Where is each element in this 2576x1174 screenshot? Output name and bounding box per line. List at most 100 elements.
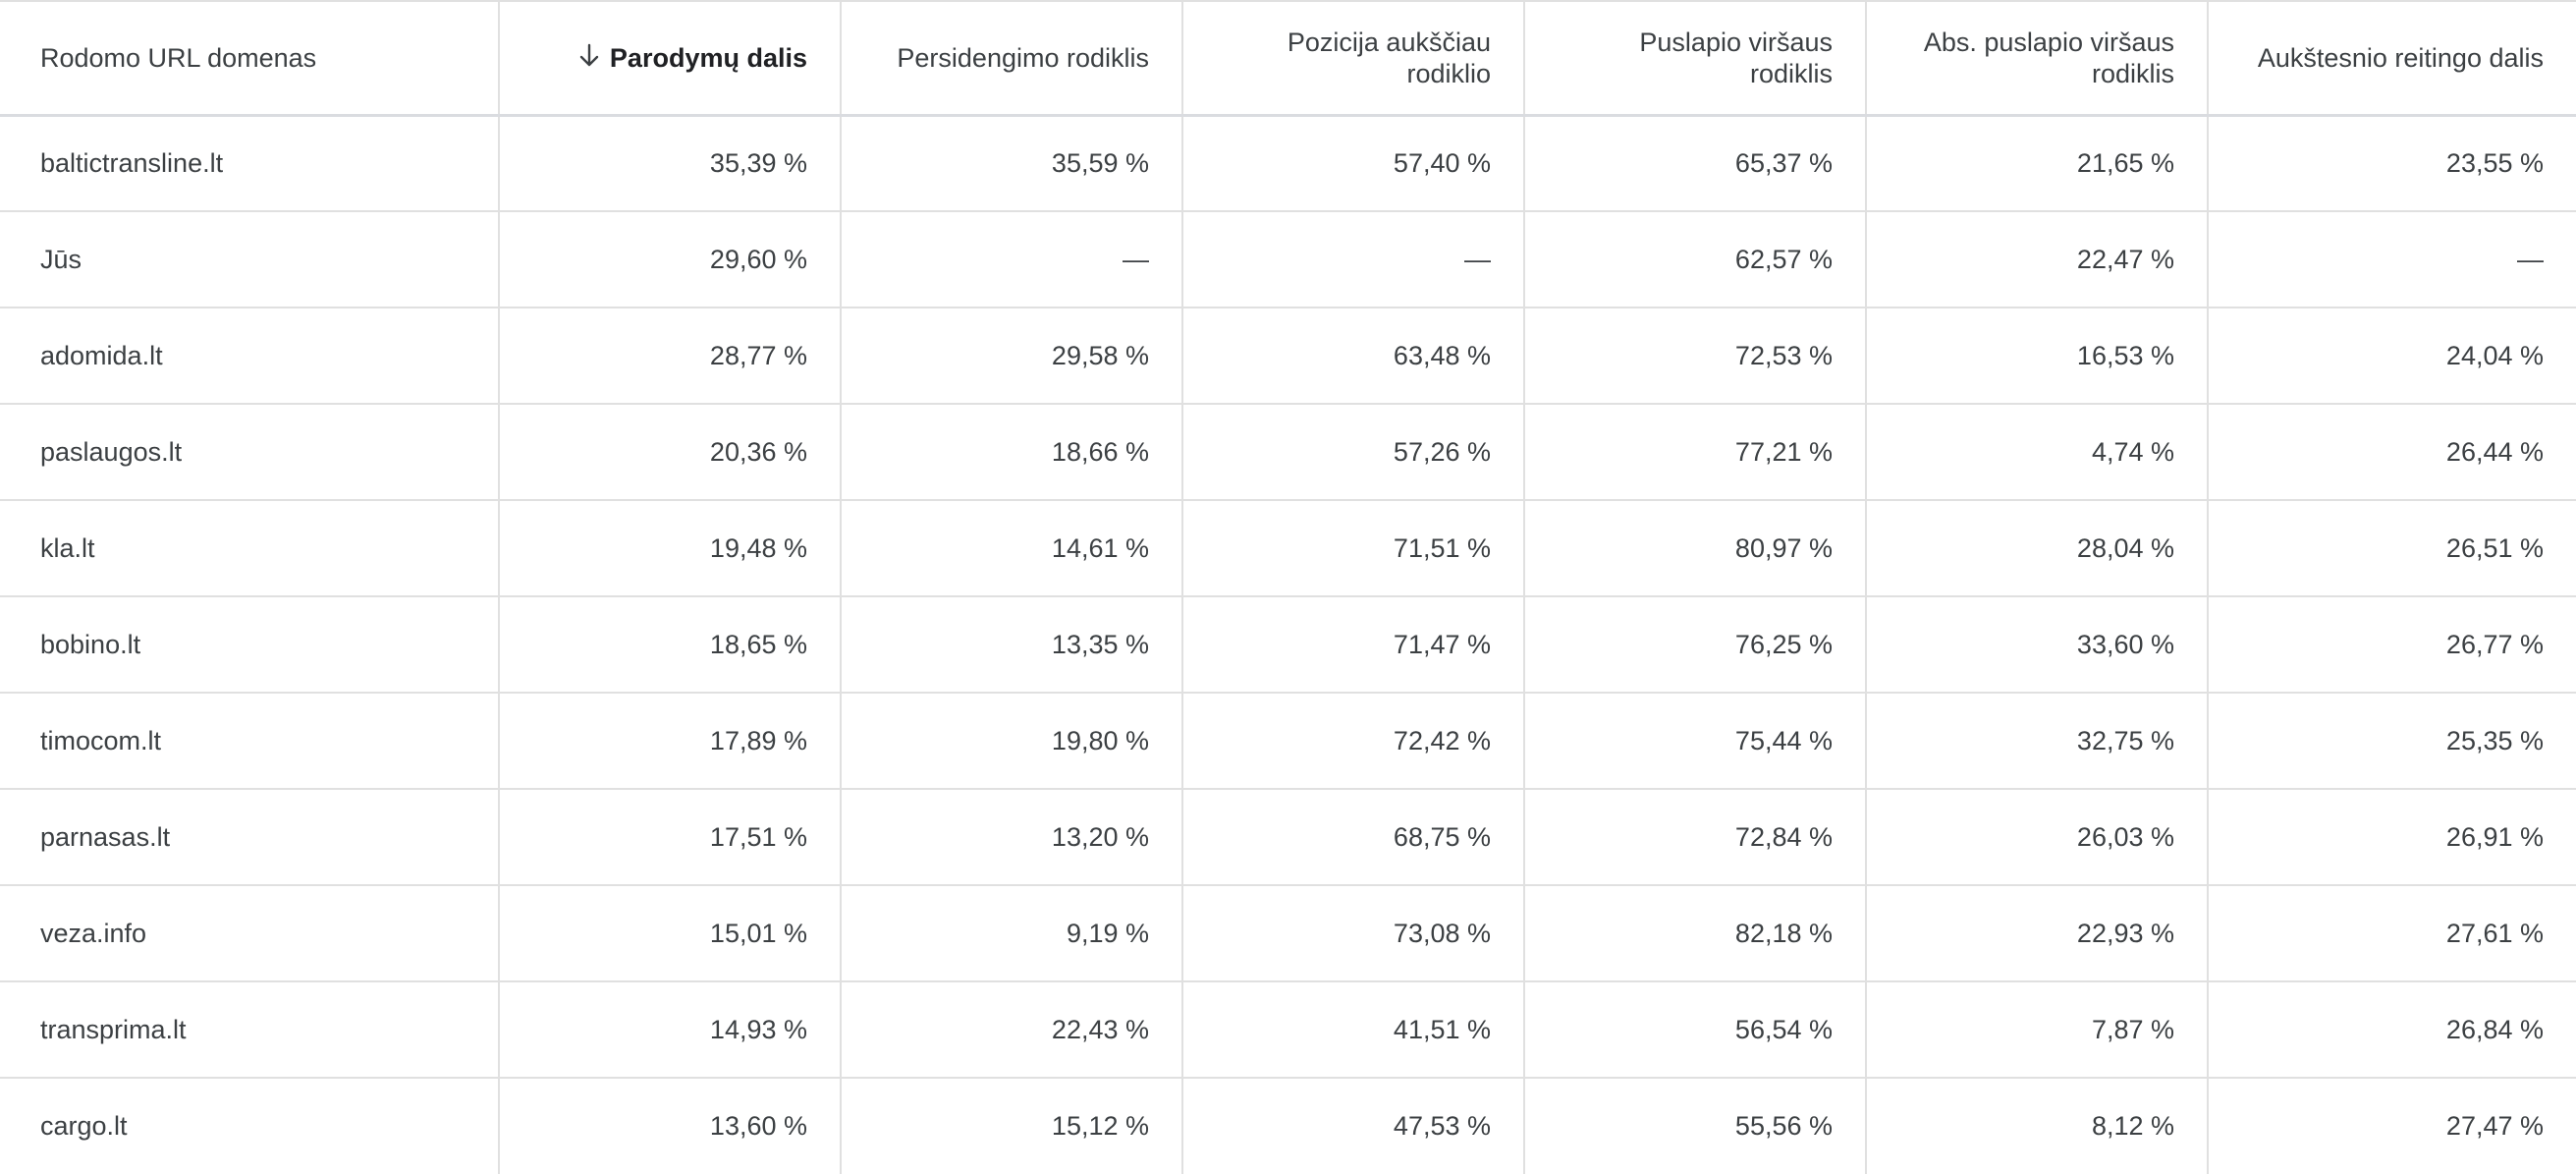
cell-abs-top-of-page-rate: 32,75 %	[1866, 693, 2209, 790]
cell-impression-share: 14,93 %	[499, 981, 842, 1079]
cell-overlap-rate: 35,59 %	[841, 115, 1183, 212]
cell-abs-top-of-page-rate: 8,12 %	[1866, 1078, 2209, 1174]
column-header-impression-share[interactable]: Parodymų dalis	[499, 1, 842, 117]
cell-position-above-rate: 57,26 %	[1182, 404, 1525, 501]
cell-domain: transprima.lt	[0, 981, 500, 1079]
table-row: timocom.lt 17,89 % 19,80 % 72,42 % 75,44 % 32…	[0, 693, 2576, 790]
cell-top-of-page-rate: 80,97 %	[1524, 500, 1867, 597]
cell-impression-share: 17,89 %	[499, 693, 842, 790]
cell-domain: parnasas.lt	[0, 789, 500, 886]
cell-overlap-rate: 29,58 %	[841, 307, 1183, 405]
cell-impression-share: 20,36 %	[499, 404, 842, 501]
cell-domain: Jūs	[0, 211, 500, 308]
cell-domain: bobino.lt	[0, 596, 500, 694]
column-header-position-above-rate[interactable]: Pozicija aukščiau rodiklio	[1182, 1, 1525, 117]
table-row: parnasas.lt 17,51 % 13,20 % 68,75 % 72,84 % 2…	[0, 789, 2576, 886]
cell-position-above-rate: 63,48 %	[1182, 307, 1525, 405]
cell-outranking-share: 26,44 %	[2208, 404, 2576, 501]
cell-outranking-share: 26,91 %	[2208, 789, 2576, 886]
cell-position-above-rate: 73,08 %	[1182, 885, 1525, 982]
cell-impression-share: 15,01 %	[499, 885, 842, 982]
cell-position-above-rate: —	[1182, 211, 1525, 308]
cell-abs-top-of-page-rate: 28,04 %	[1866, 500, 2209, 597]
cell-impression-share: 19,48 %	[499, 500, 842, 597]
table-row: Jūs 29,60 % — —62,57 % 22,47 % —	[0, 211, 2576, 308]
table-body: baltictransline.lt 35,39 % 35,59 % 57,40 % 6…	[0, 115, 2576, 1174]
column-header-outranking-share[interactable]: Aukštesnio reitingo dalis	[2208, 1, 2576, 117]
cell-domain: baltictransline.lt	[0, 115, 500, 212]
cell-top-of-page-rate: 56,54 %	[1524, 981, 1867, 1079]
cell-impression-share: 18,65 %	[499, 596, 842, 694]
column-header-label: Parodymų dalis	[609, 42, 807, 73]
table-row: kla.lt 19,48 % 14,61 % 71,51 % 80,97 % 28,04 …	[0, 500, 2576, 597]
cell-position-above-rate: 41,51 %	[1182, 981, 1525, 1079]
cell-outranking-share: 23,55 %	[2208, 115, 2576, 212]
cell-overlap-rate: 13,20 %	[841, 789, 1183, 886]
cell-top-of-page-rate: 65,37 %	[1524, 115, 1867, 212]
cell-top-of-page-rate: 75,44 %	[1524, 693, 1867, 790]
cell-overlap-rate: 14,61 %	[841, 500, 1183, 597]
cell-outranking-share: 26,84 %	[2208, 981, 2576, 1079]
cell-domain: kla.lt	[0, 500, 500, 597]
cell-top-of-page-rate: 82,18 %	[1524, 885, 1867, 982]
cell-domain: veza.info	[0, 885, 500, 982]
cell-abs-top-of-page-rate: 22,93 %	[1866, 885, 2209, 982]
column-header-label: Persidengimo rodiklis	[897, 42, 1149, 73]
table-row: paslaugos.lt 20,36 % 18,66 % 57,26 % 77,21 %…	[0, 404, 2576, 501]
cell-top-of-page-rate: 72,84 %	[1524, 789, 1867, 886]
table-row: veza.info 15,01 % 9,19 % 73,08 % 82,18 % 22,9…	[0, 885, 2576, 982]
cell-domain: paslaugos.lt	[0, 404, 500, 501]
cell-abs-top-of-page-rate: 33,60 %	[1866, 596, 2209, 694]
cell-position-above-rate: 47,53 %	[1182, 1078, 1525, 1174]
table-row: cargo.lt 13,60 % 15,12 % 47,53 % 55,56 % 8,12…	[0, 1078, 2576, 1174]
cell-overlap-rate: 18,66 %	[841, 404, 1183, 501]
cell-position-above-rate: 57,40 %	[1182, 115, 1525, 212]
column-header-abs-top-of-page-rate[interactable]: Abs. puslapio viršaus rodiklis	[1866, 1, 2209, 117]
cell-outranking-share: —	[2208, 211, 2576, 308]
cell-overlap-rate: —	[841, 211, 1183, 308]
cell-top-of-page-rate: 77,21 %	[1524, 404, 1867, 501]
cell-top-of-page-rate: 55,56 %	[1524, 1078, 1867, 1174]
cell-outranking-share: 24,04 %	[2208, 307, 2576, 405]
table-row: transprima.lt 14,93 % 22,43 % 41,51 % 56,54 …	[0, 981, 2576, 1079]
cell-outranking-share: 26,77 %	[2208, 596, 2576, 694]
cell-impression-share: 35,39 %	[499, 115, 842, 212]
header-row: Rodomo URL domenas Parodymų dalis Persid…	[0, 1, 2576, 117]
cell-domain: cargo.lt	[0, 1078, 500, 1174]
cell-top-of-page-rate: 76,25 %	[1524, 596, 1867, 694]
cell-overlap-rate: 9,19 %	[841, 885, 1183, 982]
cell-abs-top-of-page-rate: 26,03 %	[1866, 789, 2209, 886]
column-header-label: Aukštesnio reitingo dalis	[2257, 42, 2544, 73]
cell-position-above-rate: 72,42 %	[1182, 693, 1525, 790]
cell-overlap-rate: 13,35 %	[841, 596, 1183, 694]
cell-impression-share: 17,51 %	[499, 789, 842, 886]
cell-domain: adomida.lt	[0, 307, 500, 405]
column-header-label: Pozicija aukščiau rodiklio	[1287, 27, 1491, 88]
cell-abs-top-of-page-rate: 22,47 %	[1866, 211, 2209, 308]
cell-overlap-rate: 22,43 %	[841, 981, 1183, 1079]
cell-outranking-share: 26,51 %	[2208, 500, 2576, 597]
table-row: bobino.lt 18,65 % 13,35 % 71,47 % 76,25 % 33,…	[0, 596, 2576, 694]
cell-top-of-page-rate: 72,53 %	[1524, 307, 1867, 405]
cell-position-above-rate: 71,51 %	[1182, 500, 1525, 597]
column-header-label: Rodomo URL domenas	[40, 42, 317, 73]
cell-overlap-rate: 15,12 %	[841, 1078, 1183, 1174]
cell-abs-top-of-page-rate: 21,65 %	[1866, 115, 2209, 212]
cell-position-above-rate: 71,47 %	[1182, 596, 1525, 694]
table-row: adomida.lt 28,77 % 29,58 % 63,48 % 72,53 % 16…	[0, 307, 2576, 405]
arrow-down-icon	[578, 43, 600, 69]
cell-impression-share: 29,60 %	[499, 211, 842, 308]
cell-impression-share: 13,60 %	[499, 1078, 842, 1174]
column-header-label: Puslapio viršaus rodiklis	[1639, 27, 1833, 88]
cell-position-above-rate: 68,75 %	[1182, 789, 1525, 886]
cell-impression-share: 28,77 %	[499, 307, 842, 405]
cell-overlap-rate: 19,80 %	[841, 693, 1183, 790]
cell-abs-top-of-page-rate: 7,87 %	[1866, 981, 2209, 1079]
column-header-top-of-page-rate[interactable]: Puslapio viršaus rodiklis	[1524, 1, 1867, 117]
cell-outranking-share: 27,47 %	[2445, 1111, 2544, 1141]
cell-domain: timocom.lt	[0, 693, 500, 790]
table-row: baltictransline.lt 35,39 % 35,59 % 57,40 % 6…	[0, 115, 2576, 212]
column-header-domain[interactable]: Rodomo URL domenas	[0, 1, 500, 117]
column-header-overlap-rate[interactable]: Persidengimo rodiklis	[841, 1, 1183, 117]
